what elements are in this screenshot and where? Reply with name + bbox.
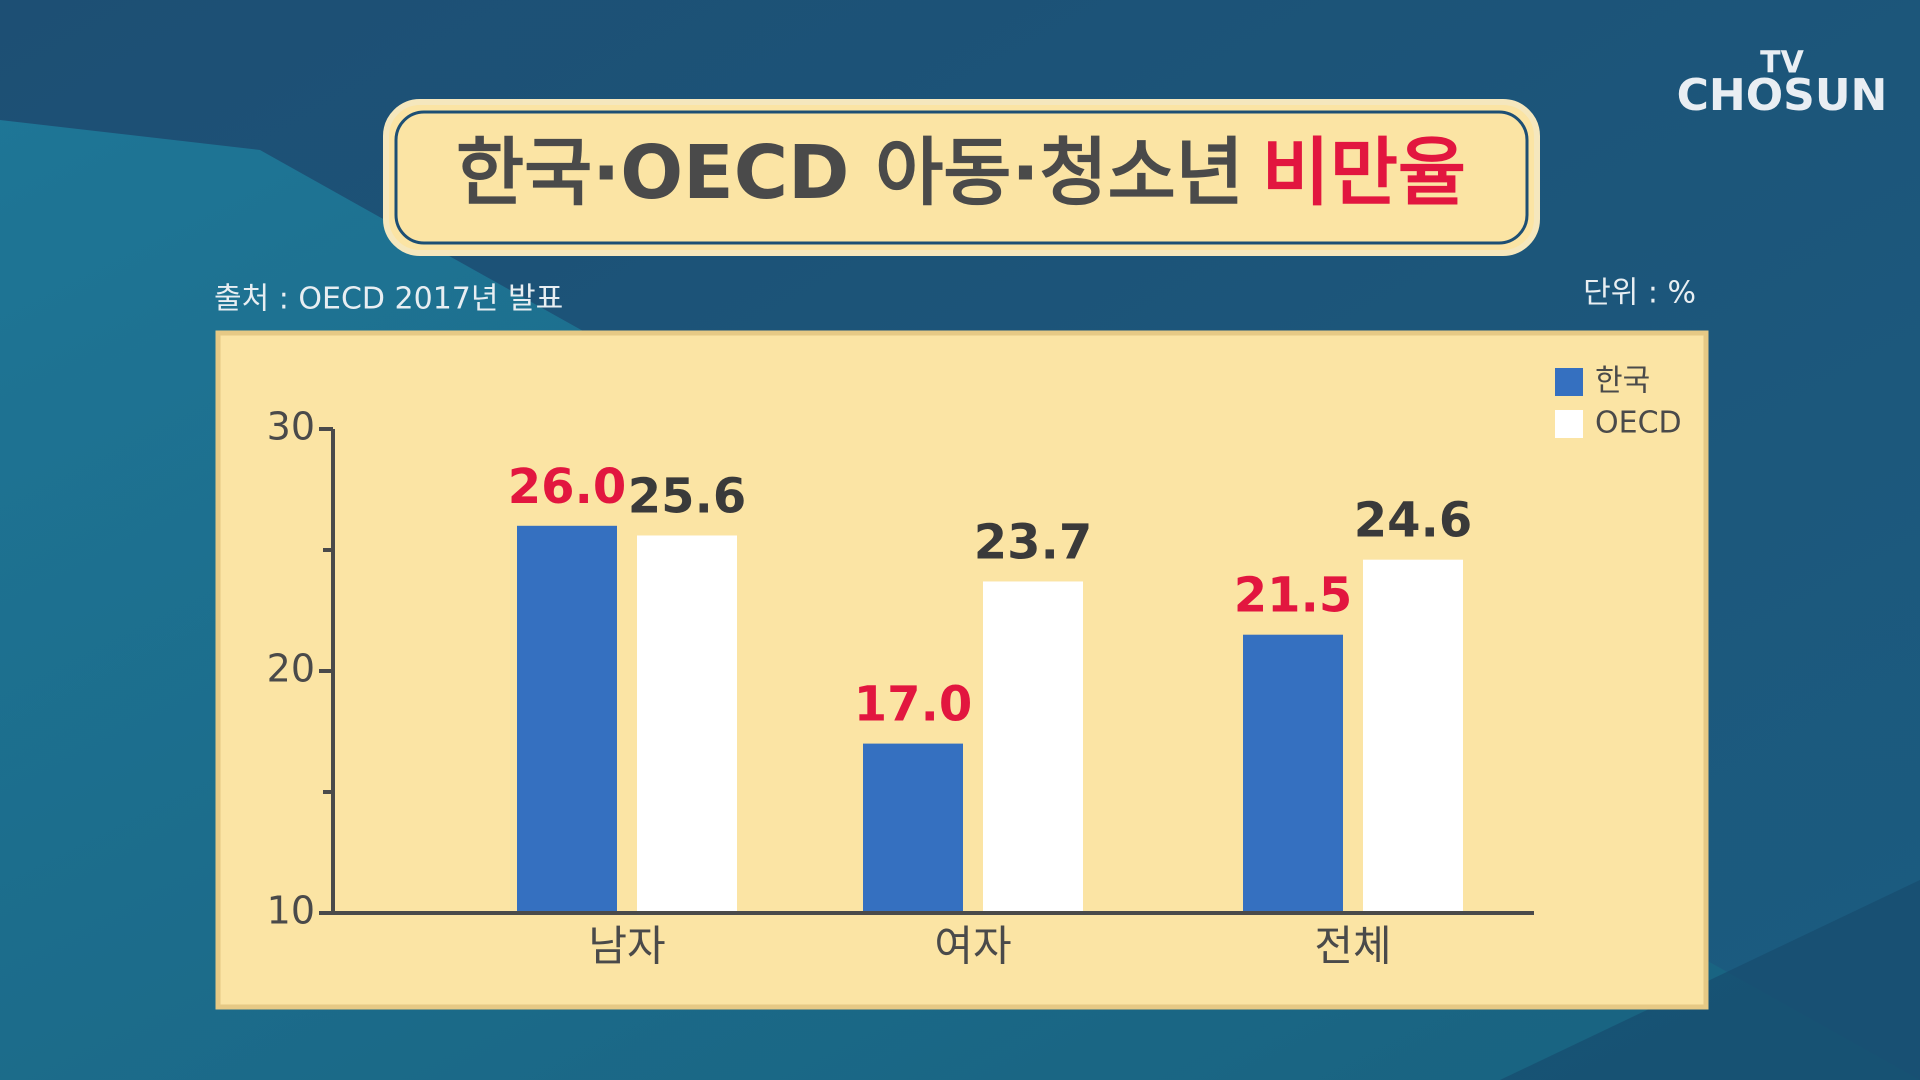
y-tick-label: 10 — [267, 889, 315, 933]
value-label: 26.0 — [508, 459, 626, 515]
legend-label: 한국 — [1595, 364, 1650, 399]
source: 출처 : OECD 2017년 발표 — [214, 282, 563, 317]
value-label: 21.5 — [1234, 568, 1352, 624]
bar — [1363, 559, 1463, 913]
title-box-inner — [394, 110, 1529, 245]
title-box — [383, 99, 1540, 256]
bar — [637, 535, 737, 913]
y-tick-label: 30 — [267, 405, 315, 449]
legend-label: OECD — [1595, 406, 1682, 441]
title-emphasis: 비만율 — [1262, 130, 1466, 216]
x-tick-label: 전체 — [1314, 922, 1391, 971]
logo: TV — [1760, 46, 1804, 81]
legend-swatch — [1555, 368, 1583, 396]
title-main: 한국·OECD 아동·청소년 — [456, 130, 1244, 216]
bar — [863, 743, 963, 913]
logo: CHOSUN — [1677, 70, 1888, 121]
chart-title: 한국·OECD 아동·청소년 비만율 — [456, 130, 1466, 216]
value-label: 23.7 — [974, 514, 1092, 570]
x-tick-label: 여자 — [934, 922, 1011, 971]
bar — [983, 581, 1083, 913]
y-tick-label: 20 — [267, 647, 315, 691]
unit: 단위 : % — [1583, 276, 1696, 311]
background-corner — [1500, 880, 1920, 1080]
x-tick-label: 남자 — [588, 922, 665, 971]
plot: 10 20 30 남자 26.0 25.6 여자 17.0 23.7 전체 21.524.6 한국 OE… — [267, 364, 1682, 971]
value-label: 24.6 — [1354, 493, 1472, 549]
value-label: 25.6 — [628, 468, 746, 524]
bar — [517, 525, 617, 913]
value-label: 17.0 — [854, 677, 972, 733]
legend-swatch — [1555, 410, 1583, 438]
bar — [1243, 634, 1343, 913]
